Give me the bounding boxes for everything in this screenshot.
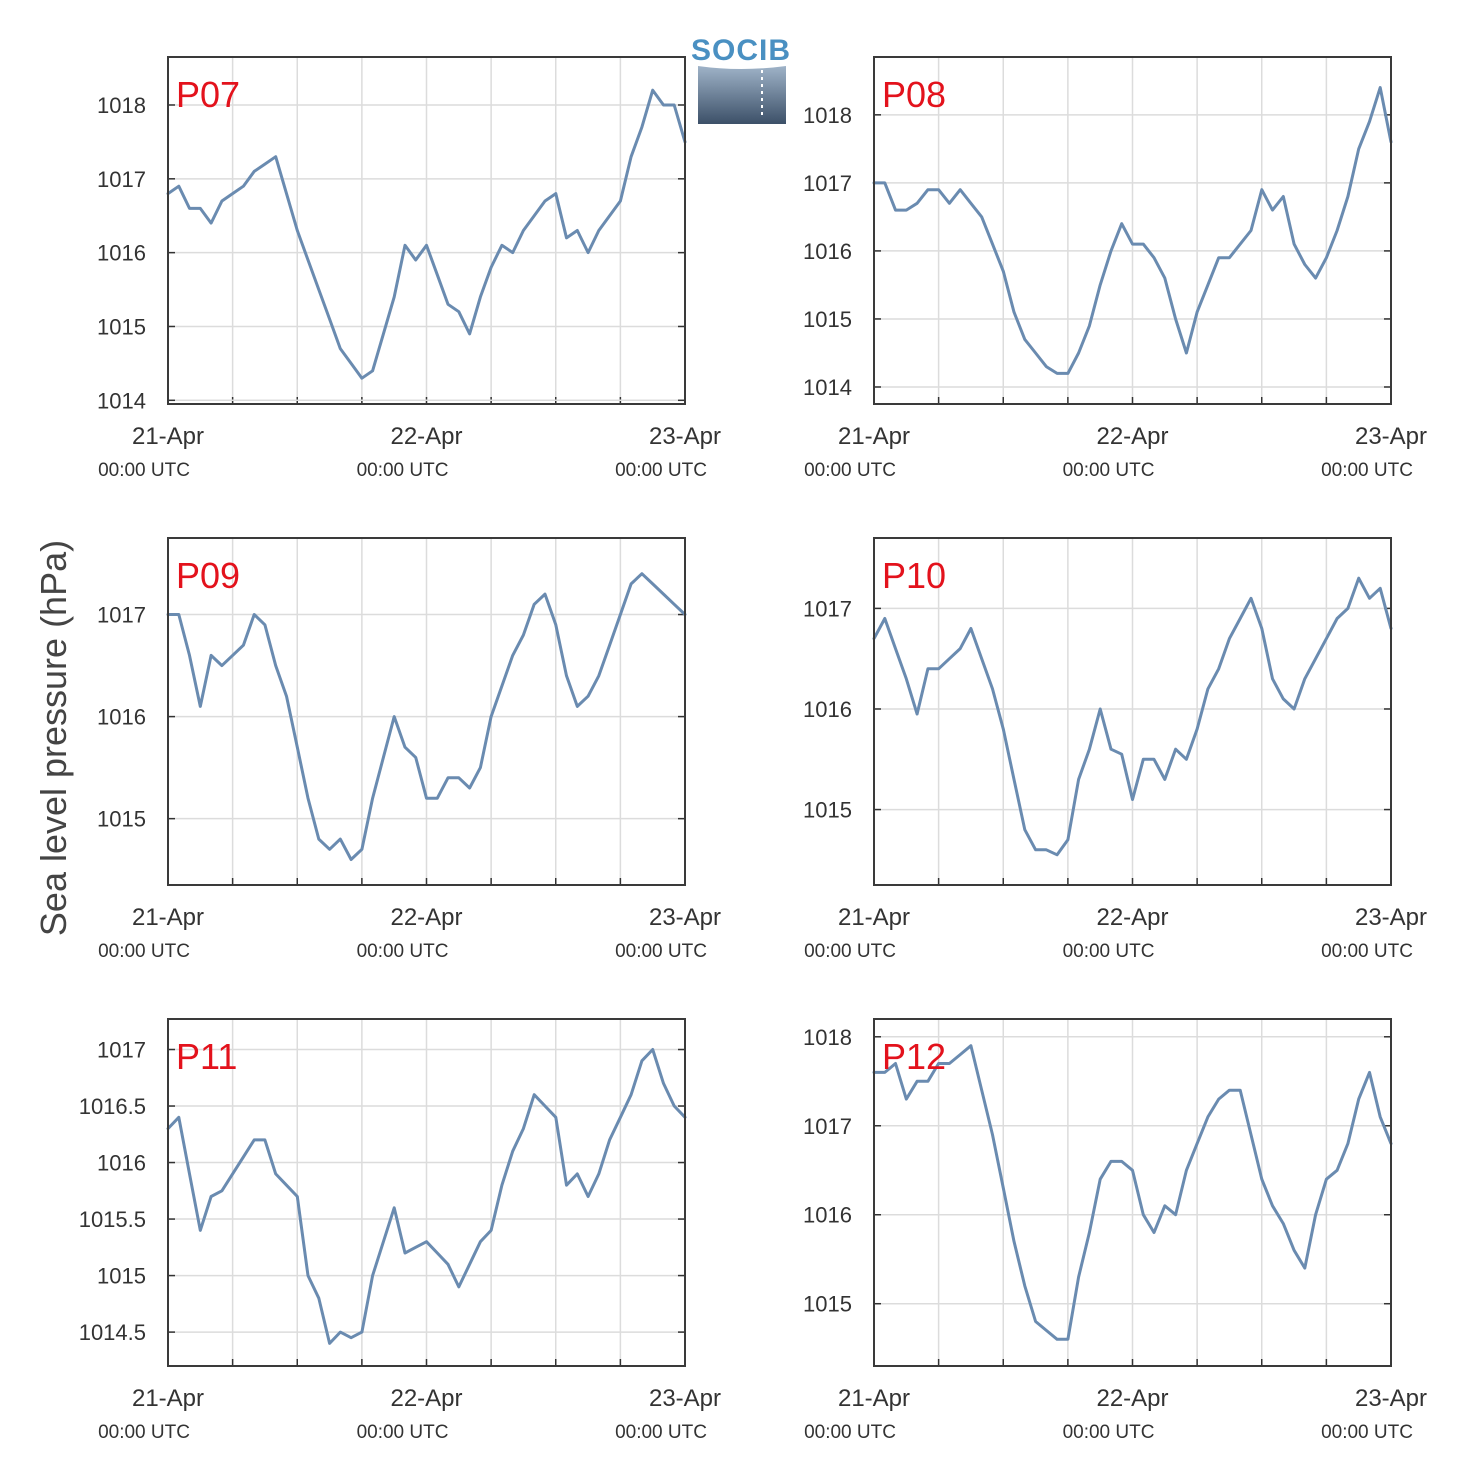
y-tick-label: 1017 bbox=[97, 603, 146, 628]
panel-title: P07 bbox=[176, 74, 240, 115]
panel-p10: 1015 1016 1017 21-Apr 00:00 UTC 22-Apr 00:00 U… bbox=[803, 537, 1427, 962]
x-tick-date-label: 23-Apr bbox=[649, 904, 721, 931]
x-tick-time-label: 00:00 UTC bbox=[357, 941, 449, 962]
y-tick-label: 1016 bbox=[803, 239, 852, 264]
series-line-p12 bbox=[872, 1044, 1393, 1341]
y-tick-label: 1015 bbox=[803, 1292, 852, 1317]
panel-p09: 1015 1016 1017 21-Apr 00:00 UTC 22-Apr 00:00 U… bbox=[97, 537, 721, 962]
x-tick-time-label: 00:00 UTC bbox=[98, 1422, 190, 1443]
panel-title: P08 bbox=[882, 74, 946, 115]
y-tick-label: 1016 bbox=[97, 241, 146, 266]
y-tick-label: 1015 bbox=[97, 1264, 146, 1289]
x-tick-date-label: 22-Apr bbox=[390, 1385, 462, 1412]
plot-frame bbox=[167, 56, 686, 405]
series-line-p09 bbox=[166, 572, 687, 861]
panel-p07: 1014 1015 1016 1017 1018 21-Apr 00:00 UTC 22-Ap… bbox=[97, 56, 721, 481]
x-tick-time-label: 00:00 UTC bbox=[98, 460, 190, 481]
x-tick-date-label: 22-Apr bbox=[1096, 904, 1168, 931]
x-tick-time-label: 00:00 UTC bbox=[804, 1422, 896, 1443]
y-tick-label: 1016.5 bbox=[79, 1094, 146, 1119]
x-tick-date-label: 21-Apr bbox=[838, 1385, 910, 1412]
x-tick-date-label: 23-Apr bbox=[649, 1385, 721, 1412]
x-tick-time-label: 00:00 UTC bbox=[98, 941, 190, 962]
logo-text: SOCIB bbox=[691, 34, 791, 67]
y-tick-label: 1015 bbox=[97, 314, 146, 339]
plot-frame bbox=[167, 1018, 686, 1367]
y-tick-label: 1016 bbox=[97, 705, 146, 730]
panel-p11: 1014.5 1015 1015.5 1016 1016.5 1017 21-Apr 00:0… bbox=[79, 1018, 721, 1443]
y-tick-label: 1016 bbox=[803, 697, 852, 722]
socib-logo: SOCIB bbox=[691, 34, 791, 124]
y-tick-label: 1017 bbox=[97, 1038, 146, 1063]
x-tick-time-label: 00:00 UTC bbox=[1321, 941, 1413, 962]
plot-frame bbox=[873, 56, 1392, 405]
panel-p08: 1014 1015 1016 1017 1018 21-Apr 00:00 UTC 22-Ap… bbox=[803, 56, 1427, 481]
panel-p12: 1015 1016 1017 1018 21-Apr 00:00 UTC 22-Apr 00:… bbox=[803, 1018, 1427, 1443]
plot-frame bbox=[873, 537, 1392, 886]
x-tick-time-label: 00:00 UTC bbox=[804, 941, 896, 962]
x-tick-time-label: 00:00 UTC bbox=[615, 460, 707, 481]
x-tick-date-label: 22-Apr bbox=[1096, 423, 1168, 450]
y-tick-label: 1015 bbox=[803, 798, 852, 823]
panel-title: P12 bbox=[882, 1036, 946, 1077]
x-tick-date-label: 22-Apr bbox=[390, 904, 462, 931]
y-axis-label: Sea level pressure (hPa) bbox=[33, 540, 74, 936]
panel-title: P09 bbox=[176, 555, 240, 596]
y-tick-label: 1015 bbox=[803, 307, 852, 332]
y-tick-label: 1014 bbox=[803, 375, 852, 400]
x-tick-time-label: 00:00 UTC bbox=[615, 941, 707, 962]
x-tick-time-label: 00:00 UTC bbox=[1063, 1422, 1155, 1443]
series-line-p07 bbox=[166, 88, 687, 380]
y-tick-label: 1017 bbox=[803, 171, 852, 196]
y-tick-label: 1018 bbox=[97, 93, 146, 118]
y-tick-label: 1018 bbox=[803, 103, 852, 128]
y-tick-label: 1014.5 bbox=[79, 1320, 146, 1345]
series-line-p08 bbox=[872, 86, 1393, 375]
y-tick-label: 1014 bbox=[97, 388, 146, 413]
x-tick-time-label: 00:00 UTC bbox=[804, 460, 896, 481]
x-tick-time-label: 00:00 UTC bbox=[1321, 460, 1413, 481]
x-tick-date-label: 22-Apr bbox=[390, 423, 462, 450]
x-tick-date-label: 21-Apr bbox=[132, 1385, 204, 1412]
x-tick-date-label: 23-Apr bbox=[649, 423, 721, 450]
x-tick-date-label: 23-Apr bbox=[1355, 1385, 1427, 1412]
series-line-p11 bbox=[166, 1048, 687, 1345]
x-tick-date-label: 21-Apr bbox=[838, 423, 910, 450]
x-tick-time-label: 00:00 UTC bbox=[357, 1422, 449, 1443]
y-tick-label: 1015 bbox=[97, 807, 146, 832]
x-tick-time-label: 00:00 UTC bbox=[1063, 460, 1155, 481]
x-tick-time-label: 00:00 UTC bbox=[1063, 941, 1155, 962]
plot-frame bbox=[873, 1018, 1392, 1367]
x-tick-date-label: 21-Apr bbox=[132, 423, 204, 450]
y-tick-label: 1018 bbox=[803, 1025, 852, 1050]
y-tick-label: 1017 bbox=[803, 596, 852, 621]
panel-title: P10 bbox=[882, 555, 946, 596]
x-tick-date-label: 21-Apr bbox=[838, 904, 910, 931]
y-tick-label: 1017 bbox=[803, 1114, 852, 1139]
x-tick-date-label: 23-Apr bbox=[1355, 904, 1427, 931]
x-tick-time-label: 00:00 UTC bbox=[1321, 1422, 1413, 1443]
plot-frame bbox=[167, 537, 686, 886]
x-tick-date-label: 21-Apr bbox=[132, 904, 204, 931]
panel-title: P11 bbox=[176, 1036, 237, 1077]
y-tick-label: 1015.5 bbox=[79, 1207, 146, 1232]
y-tick-label: 1016 bbox=[97, 1151, 146, 1176]
y-tick-label: 1016 bbox=[803, 1203, 852, 1228]
x-tick-time-label: 00:00 UTC bbox=[615, 1422, 707, 1443]
x-tick-time-label: 00:00 UTC bbox=[357, 460, 449, 481]
y-tick-label: 1017 bbox=[97, 167, 146, 192]
series-line-p10 bbox=[872, 576, 1393, 857]
x-tick-date-label: 23-Apr bbox=[1355, 423, 1427, 450]
x-tick-date-label: 22-Apr bbox=[1096, 1385, 1168, 1412]
